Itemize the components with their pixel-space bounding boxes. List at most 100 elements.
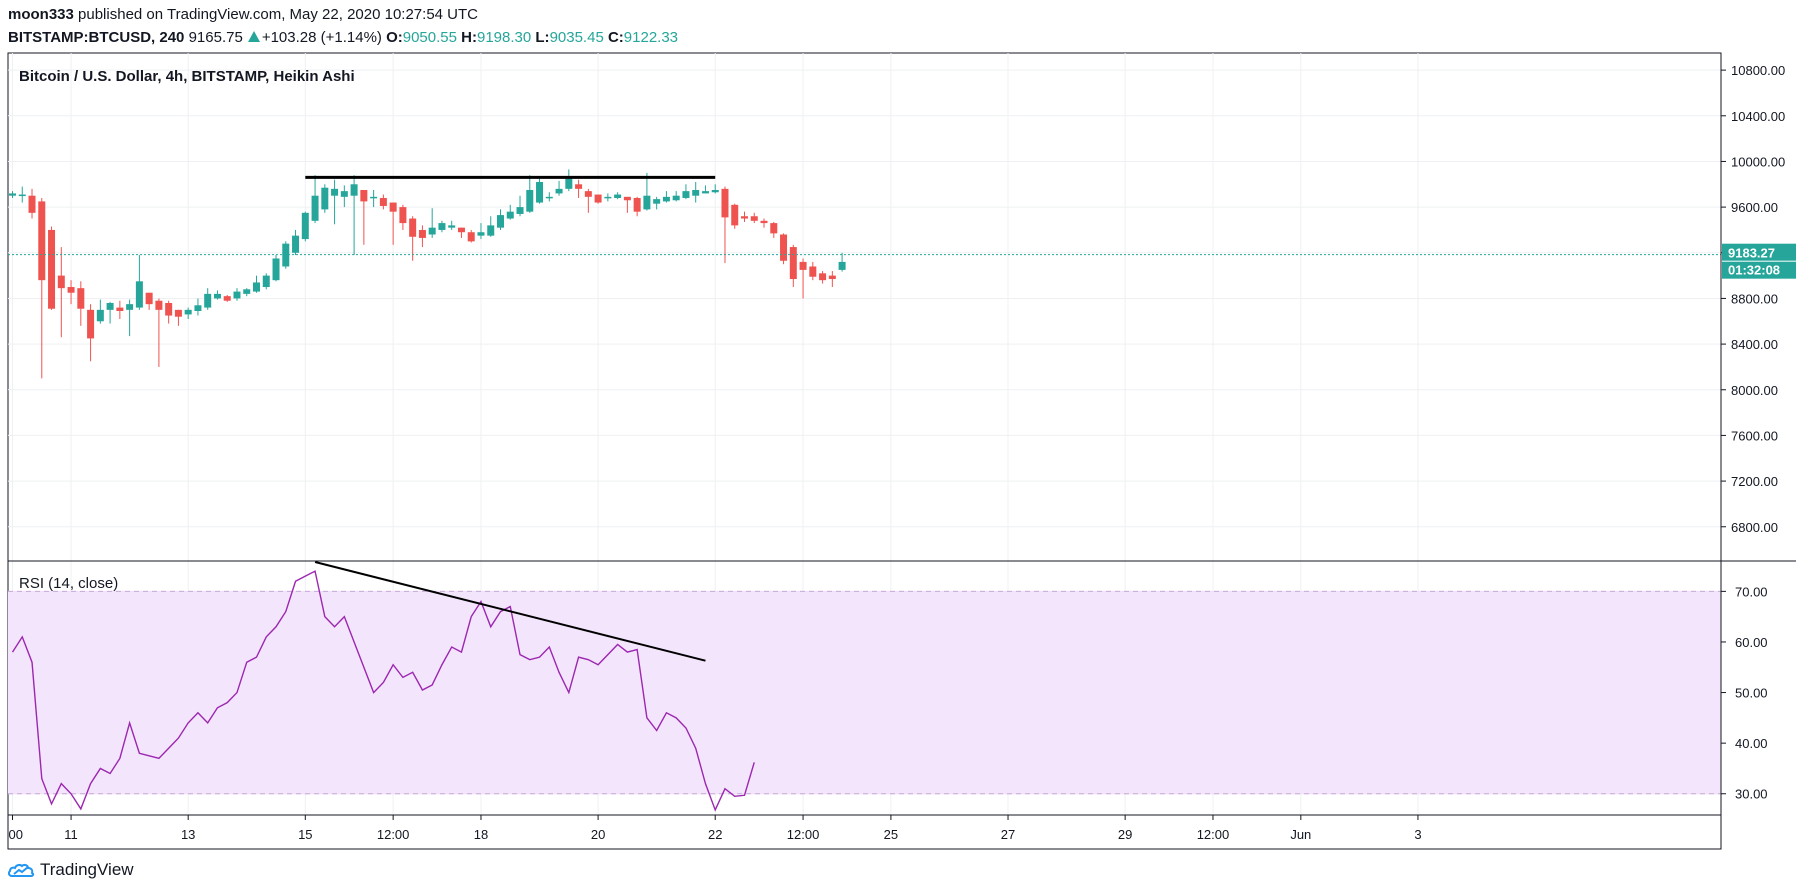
candle-body xyxy=(311,195,319,221)
candle xyxy=(555,180,563,196)
candle xyxy=(399,204,407,230)
candle-body xyxy=(67,287,75,293)
candle xyxy=(457,227,465,238)
price-change: +103.28 (+1.14%) xyxy=(261,29,382,46)
candle-body xyxy=(399,207,407,224)
symbol-label: BITSTAMP:BTCUSD, 240 xyxy=(8,29,185,46)
candle xyxy=(545,192,553,202)
rsi-axis-label: 30.00 xyxy=(1735,787,1768,802)
price-axis-label: 9600.00 xyxy=(1731,200,1778,215)
candle xyxy=(38,197,46,379)
candle xyxy=(731,203,739,229)
candle-body xyxy=(272,258,280,281)
candle xyxy=(789,244,797,288)
candle-body xyxy=(838,261,846,270)
candle xyxy=(770,221,778,238)
candle xyxy=(819,271,827,284)
rsi-axis-label: 40.00 xyxy=(1735,736,1768,751)
candle xyxy=(526,175,534,213)
price-axis-label: 6800.00 xyxy=(1731,520,1778,535)
candle xyxy=(438,220,446,233)
candle-body xyxy=(750,216,758,221)
candle-body xyxy=(721,188,729,218)
candle-body xyxy=(604,196,612,199)
candle-body xyxy=(96,309,104,322)
price-axis-label: 8000.00 xyxy=(1731,383,1778,398)
countdown-tag xyxy=(1722,261,1796,279)
candle-body xyxy=(116,307,124,311)
candle-body xyxy=(741,216,748,219)
candle xyxy=(389,202,397,245)
candle xyxy=(741,211,748,222)
brand-name: TradingView xyxy=(40,860,134,879)
candle-body xyxy=(145,292,153,305)
close-value: 9122.33 xyxy=(623,29,679,46)
candle xyxy=(301,211,309,242)
candle-body xyxy=(370,196,378,199)
candle xyxy=(360,189,368,245)
low-value: 9035.45 xyxy=(549,29,604,46)
candle xyxy=(672,191,680,202)
candle xyxy=(9,191,16,198)
candle-body xyxy=(165,303,173,316)
candle-body xyxy=(770,223,778,234)
candle-body xyxy=(174,309,182,317)
candle-body xyxy=(692,189,700,196)
time-axis-label: 25 xyxy=(884,827,898,842)
price-axis-label: 8400.00 xyxy=(1731,337,1778,352)
candle-body xyxy=(497,215,504,228)
candle xyxy=(126,299,134,337)
candle-body xyxy=(77,288,85,309)
candle-body xyxy=(467,232,475,242)
price-axis-label: 7600.00 xyxy=(1731,428,1778,443)
candle-body xyxy=(760,220,768,224)
time-axis-label: 29 xyxy=(1118,827,1132,842)
candle-body xyxy=(389,202,397,212)
price-axis-label: 7200.00 xyxy=(1731,474,1778,489)
candle-body xyxy=(799,261,807,270)
candle xyxy=(477,223,485,240)
tradingview-footer[interactable]: TradingView xyxy=(8,860,134,880)
candle xyxy=(799,258,807,299)
candle-body xyxy=(536,181,544,203)
tradingview-cloud-icon xyxy=(8,863,35,877)
open-label: O: xyxy=(386,29,403,46)
candle-body xyxy=(633,197,641,212)
time-axis-label: 12:00 xyxy=(787,827,820,842)
candle-body xyxy=(301,212,309,240)
candle xyxy=(18,186,26,203)
price-axis-label: 8800.00 xyxy=(1731,291,1778,306)
candle xyxy=(194,298,202,316)
candle xyxy=(409,216,417,261)
candle-body xyxy=(379,197,387,206)
candle-body xyxy=(682,191,690,198)
rsi-pane-title: RSI (14, close) xyxy=(19,575,118,592)
time-axis-label: Jun xyxy=(1290,827,1311,842)
price-axis-label: 10800.00 xyxy=(1731,63,1785,78)
candle-body xyxy=(360,189,368,202)
candle xyxy=(213,290,221,300)
candle xyxy=(350,175,358,256)
last-price-label: 9183.27 xyxy=(1728,246,1775,261)
candle-body xyxy=(135,281,143,308)
candle-body xyxy=(506,211,514,219)
time-axis-label: 11 xyxy=(64,827,78,842)
candle-body xyxy=(194,305,202,311)
author-name[interactable]: moon333 xyxy=(8,6,74,23)
candle xyxy=(379,194,387,210)
candle-body xyxy=(828,275,836,280)
candle-body xyxy=(526,189,534,212)
candle-body xyxy=(223,296,231,301)
high-label: H: xyxy=(461,29,477,46)
candle xyxy=(701,185,709,194)
last-price: 9165.75 xyxy=(188,29,243,46)
candle xyxy=(311,175,319,224)
candle xyxy=(780,233,788,265)
candle xyxy=(48,226,56,310)
candle-body xyxy=(292,235,300,253)
candle xyxy=(643,172,651,211)
candle xyxy=(262,273,270,290)
candle xyxy=(292,229,300,256)
candle-body xyxy=(789,247,797,280)
